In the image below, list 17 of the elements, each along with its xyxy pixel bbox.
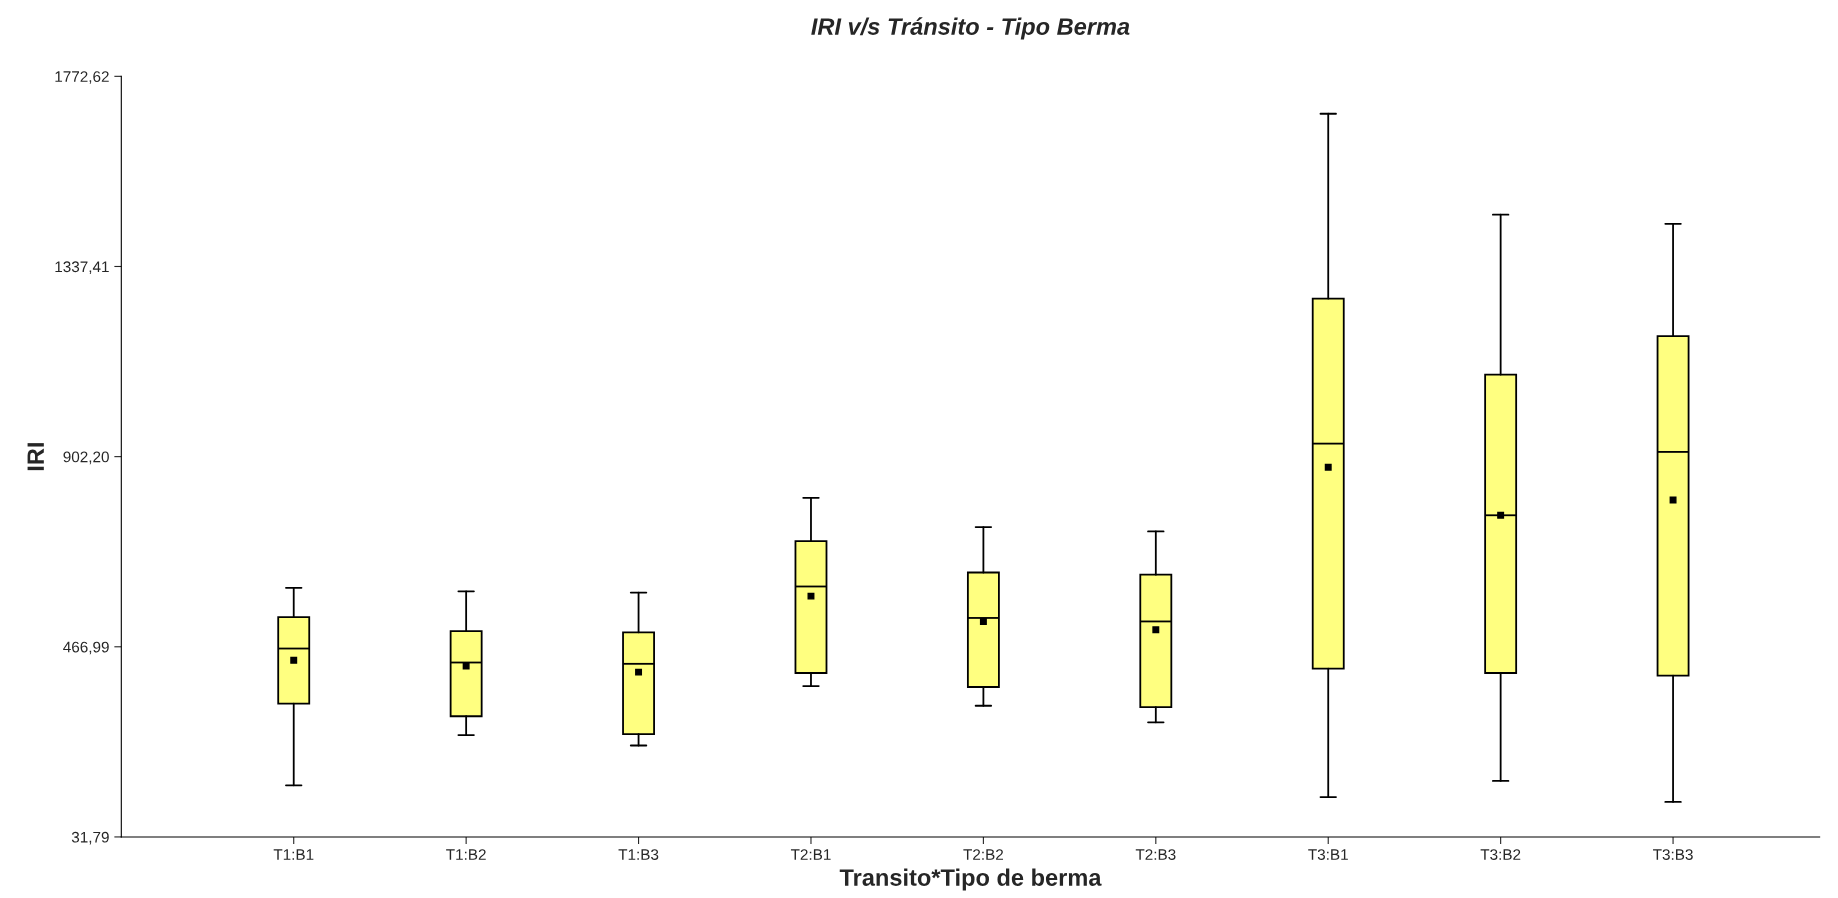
- x-tick-label: T3:B3: [1653, 849, 1693, 860]
- x-tick-label: T3:B1: [1308, 849, 1348, 860]
- x-tick-label: T1:B2: [446, 849, 486, 860]
- x-axis-title: Transito*Tipo de berma: [839, 868, 1102, 891]
- x-tick-label: T3:B2: [1480, 849, 1521, 860]
- y-tick-label: 1772,62: [55, 71, 109, 84]
- x-tick-label: T2:B2: [963, 849, 1004, 860]
- y-tick-label: 902,20: [63, 451, 109, 465]
- x-tick-label: T1:B3: [618, 849, 659, 860]
- x-tick-label: T2:B3: [1135, 849, 1176, 860]
- y-axis-title: IRI: [27, 443, 44, 471]
- y-tick-label: 1337,41: [55, 261, 109, 274]
- x-tick-label: T2:B1: [790, 849, 831, 860]
- y-tick-label: 466,99: [63, 641, 109, 655]
- chart-title: IRI v/s Tránsito - Tipo Berma: [811, 17, 1130, 40]
- x-tick-label: T1:B1: [273, 849, 314, 860]
- y-tick-label: 31,79: [71, 831, 109, 845]
